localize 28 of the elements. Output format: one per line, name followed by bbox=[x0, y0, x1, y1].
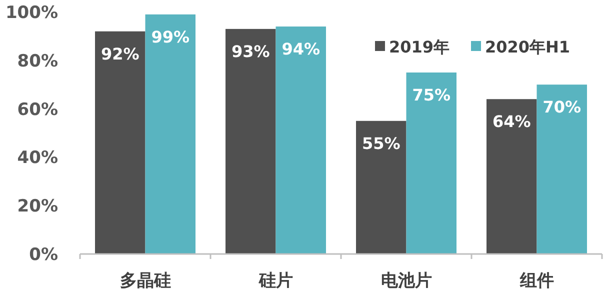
text: 70% bbox=[542, 98, 582, 117]
bar bbox=[406, 72, 456, 254]
text: 99% bbox=[151, 27, 190, 46]
bar bbox=[95, 31, 146, 254]
y-tick-label: 60% bbox=[17, 100, 58, 120]
bar bbox=[536, 84, 587, 254]
legend-label: 2020年H1 bbox=[485, 38, 570, 57]
legend-label: 2019年 bbox=[389, 38, 450, 57]
y-tick-label: 80% bbox=[17, 51, 58, 72]
text: 94% bbox=[282, 40, 320, 59]
text: 75% bbox=[412, 86, 451, 104]
x-tick-label: 电池片 bbox=[380, 271, 432, 291]
bar bbox=[145, 14, 196, 254]
bar bbox=[356, 120, 406, 254]
text: 93% bbox=[231, 42, 270, 61]
x-tick-label: 多晶硅 bbox=[120, 271, 171, 291]
bar bbox=[276, 26, 326, 254]
y-tick-label: 20% bbox=[17, 196, 58, 217]
y-tick-label: 100% bbox=[5, 2, 58, 23]
text: 64% bbox=[492, 112, 531, 132]
y-tick-label: 40% bbox=[17, 148, 58, 168]
bar bbox=[226, 28, 276, 254]
text: 92% bbox=[100, 44, 140, 64]
x-tick-label: 硅片 bbox=[258, 271, 293, 291]
text: 55% bbox=[362, 134, 400, 153]
y-tick-label: 0% bbox=[29, 244, 58, 265]
bar bbox=[486, 99, 537, 254]
x-tick-label: 组件 bbox=[518, 271, 554, 291]
